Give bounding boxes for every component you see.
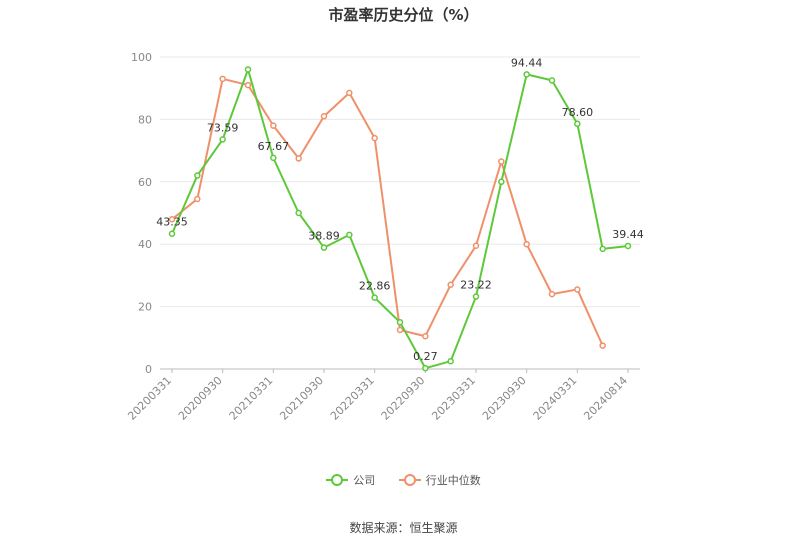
x-axis-ticks: 20200331 20200930 20210331 20210930 20220331… (125, 369, 630, 423)
data-point (244, 66, 252, 73)
data-point (498, 178, 505, 186)
legend: 公司 行业中位数 (0, 472, 807, 489)
data-point (320, 113, 328, 120)
legend-dot-industry (403, 474, 416, 486)
x-tick-label: 20230331 (429, 374, 478, 423)
data-label: 73.59 (207, 121, 239, 134)
data-label: 43.35 (156, 216, 188, 229)
y-tick-label: 20 (138, 301, 152, 314)
data-point (219, 75, 226, 83)
legend-item-company[interactable]: 公司 (326, 472, 375, 488)
data-point (270, 122, 277, 129)
data-label: 23.22 (460, 279, 492, 292)
y-tick-label: 60 (138, 176, 152, 189)
data-label: 39.44 (612, 228, 644, 241)
x-tick-label: 20220930 (379, 374, 428, 423)
series-group (168, 66, 632, 372)
data-point (396, 326, 404, 334)
data-point (472, 293, 480, 300)
data-point (371, 294, 378, 301)
data-label: 38.89 (308, 230, 340, 243)
data-point (346, 89, 353, 97)
x-tick-label: 20230930 (480, 374, 529, 423)
data-point (168, 230, 176, 237)
grid-lines (160, 56, 640, 370)
legend-swatch-company (326, 474, 349, 486)
y-tick-label: 100 (131, 51, 152, 64)
data-labels: 43.35 73.59 67.67 38.89 22.86 0.27 23.22 94.44 7… (156, 56, 644, 363)
data-point (574, 120, 581, 128)
data-point (244, 81, 252, 89)
data-point (523, 71, 530, 78)
data-point (422, 364, 429, 372)
y-tick-label: 0 (145, 363, 152, 376)
data-point (422, 332, 429, 340)
legend-swatch-industry (398, 474, 421, 486)
data-point (346, 231, 353, 239)
data-label: 0.27 (413, 350, 438, 363)
data-point (523, 240, 530, 248)
data-point (219, 136, 226, 143)
data-point (396, 318, 404, 326)
source-label: 数据来源：恒生聚源 (349, 521, 458, 535)
data-point (168, 215, 176, 223)
data-point (270, 154, 277, 162)
data-point (371, 134, 378, 142)
x-tick-label: 20240331 (531, 374, 580, 423)
data-point (599, 245, 606, 253)
data-point (548, 77, 556, 84)
y-tick-label: 80 (138, 113, 152, 126)
data-point (624, 242, 632, 250)
legend-label-company: 公司 (353, 474, 376, 487)
data-point (194, 195, 201, 203)
data-point (194, 172, 201, 179)
data-point (548, 290, 556, 298)
data-point (498, 158, 505, 165)
legend-item-industry[interactable]: 行业中位数 (398, 472, 481, 488)
x-tick-label: 20210331 (227, 374, 276, 423)
x-tick-label: 20200930 (176, 374, 225, 423)
y-tick-label: 40 (138, 238, 152, 251)
data-point (574, 286, 581, 293)
data-point (599, 342, 606, 349)
data-label: 94.44 (511, 56, 543, 69)
chart-title: 市盈率历史分位（%） (328, 6, 479, 24)
legend-dot-company (331, 474, 344, 486)
legend-label-industry: 行业中位数 (425, 474, 481, 487)
y-axis-ticks: 0 20 40 60 80 100 (131, 51, 152, 376)
data-point (472, 242, 480, 250)
data-label: 67.67 (258, 140, 290, 153)
data-point (447, 357, 454, 365)
series-line-1 (171, 77, 604, 347)
data-label: 22.86 (359, 280, 391, 293)
data-point (320, 244, 328, 251)
x-tick-label: 20220331 (328, 374, 377, 423)
x-tick-label: 20210930 (277, 374, 326, 423)
data-point (295, 209, 302, 217)
x-tick-label: 20200331 (125, 374, 174, 423)
x-tick-label: 20240814 (581, 374, 630, 423)
data-point (295, 155, 302, 162)
data-label: 78.60 (562, 106, 594, 119)
data-point (447, 281, 454, 289)
